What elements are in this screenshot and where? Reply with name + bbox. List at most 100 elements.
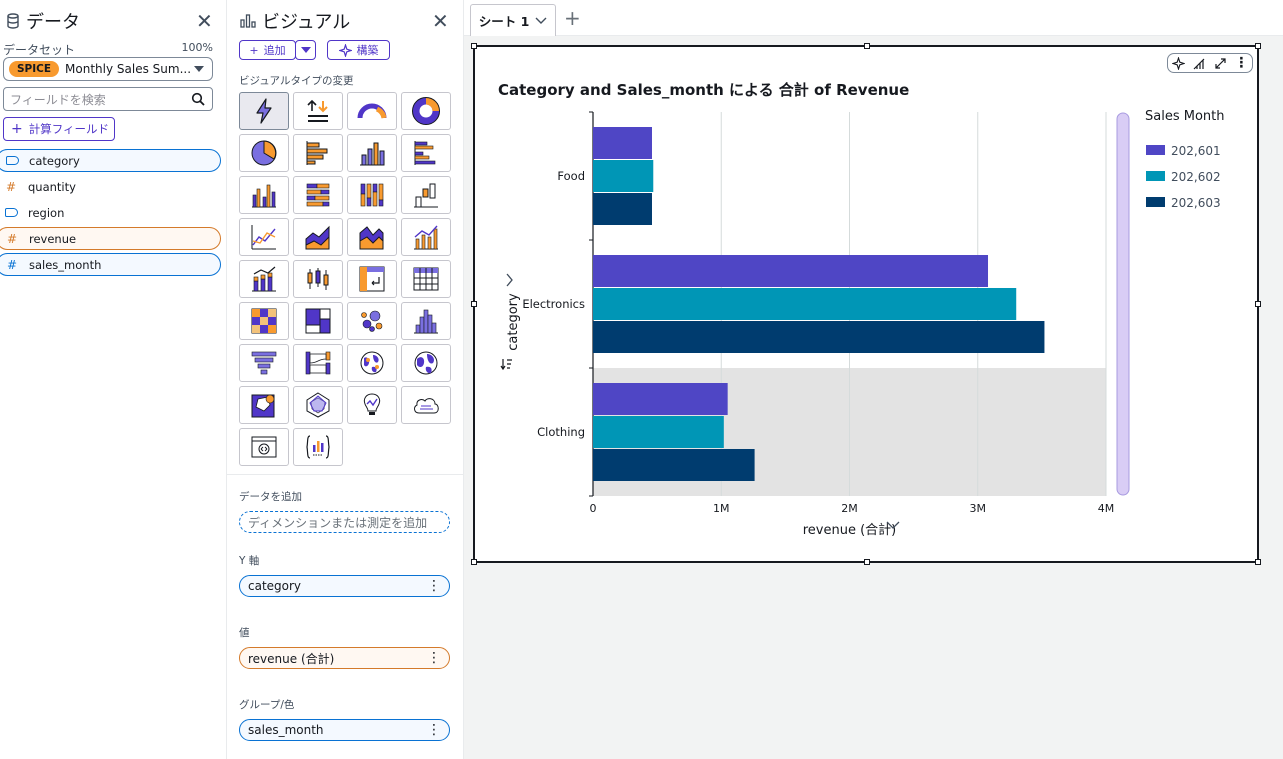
- group-color-field-well[interactable]: sales_month ⋮: [239, 719, 450, 741]
- pie-type-button[interactable]: [239, 134, 289, 172]
- combo-chart-icon: [414, 225, 438, 250]
- points-map-type-button[interactable]: [347, 344, 397, 382]
- gauge-type-button[interactable]: [347, 92, 397, 130]
- clustered-vertical-bar-type-button[interactable]: [239, 176, 289, 214]
- horizontal-bar-icon: [306, 141, 328, 165]
- insight-type-button[interactable]: [347, 386, 397, 424]
- field-item-revenue[interactable]: # revenue: [0, 227, 221, 250]
- autograph-type-button[interactable]: [239, 92, 289, 130]
- close-visual-panel-icon[interactable]: ✕: [432, 9, 449, 33]
- visual-panel: ビジュアル ✕ + 追加 構築 ビジュアルタイプの変更: [227, 0, 464, 759]
- add-data-dropzone[interactable]: ディメンションまたは測定を追加: [239, 511, 450, 533]
- stacked-horizontal-bar-type-button[interactable]: [293, 176, 343, 214]
- legend-swatch: [1146, 197, 1165, 207]
- funnel-icon: [251, 351, 277, 375]
- bar-food-2: [593, 193, 652, 225]
- field-item-sales-month[interactable]: # sales_month: [0, 253, 221, 276]
- clustered-horizontal-bar-type-button[interactable]: [401, 134, 451, 172]
- code-chart-icon: [306, 435, 330, 459]
- field-search-input[interactable]: フィールドを検索: [3, 87, 213, 111]
- more-options-icon[interactable]: ⋮: [427, 722, 441, 738]
- sheet-tab[interactable]: シート 1: [470, 4, 556, 36]
- chevron-down-icon[interactable]: [535, 17, 547, 25]
- resize-handle[interactable]: [471, 301, 477, 307]
- more-options-icon[interactable]: ⋮: [1234, 55, 1249, 71]
- table-type-button[interactable]: [401, 260, 451, 298]
- radar-icon: [306, 392, 330, 418]
- combo-bar-line-type-button[interactable]: [401, 218, 451, 256]
- clustered-bar-icon: [414, 141, 436, 165]
- visual-title: Category and Sales_month による 合計 of Reven…: [498, 81, 910, 99]
- sankey-type-button[interactable]: [293, 344, 343, 382]
- visual-container[interactable]: ⋮ Category and Sales_month による 合計 of Rev…: [471, 43, 1261, 565]
- dataset-label: データセット: [3, 43, 76, 57]
- filled-map-type-button[interactable]: [401, 344, 451, 382]
- add-visual-dropdown[interactable]: [295, 40, 316, 60]
- stacked-vertical-bar-type-button[interactable]: [347, 176, 397, 214]
- scatter-type-button[interactable]: [347, 302, 397, 340]
- highcharts-type-button[interactable]: [293, 428, 343, 466]
- vertical-bar-type-button[interactable]: [347, 134, 397, 172]
- value-field-well[interactable]: revenue (合計) ⋮: [239, 647, 450, 669]
- resize-handle[interactable]: [864, 43, 870, 49]
- y-axis-field-well[interactable]: category ⋮: [239, 575, 450, 597]
- add-sheet-icon[interactable]: +: [564, 6, 581, 30]
- scatter-icon: [361, 310, 383, 332]
- box-plot-type-button[interactable]: [293, 260, 343, 298]
- add-calculated-field-button[interactable]: + 計算フィールド: [3, 117, 115, 141]
- measure-icon: #: [6, 231, 18, 246]
- expand-icon[interactable]: [1214, 57, 1227, 70]
- y-axis-field-name: category: [248, 579, 302, 593]
- chart-insight-icon[interactable]: [1192, 57, 1206, 70]
- horizontal-bar-type-button[interactable]: [293, 134, 343, 172]
- field-item-region[interactable]: region: [0, 201, 221, 224]
- histogram-type-button[interactable]: [401, 302, 451, 340]
- word-cloud-type-button[interactable]: [401, 386, 451, 424]
- resize-handle[interactable]: [471, 43, 477, 49]
- build-button[interactable]: 構築: [327, 40, 390, 60]
- heat-map-icon: [251, 308, 277, 334]
- resize-handle[interactable]: [1255, 301, 1261, 307]
- sankey-icon: [305, 351, 331, 375]
- lightning-icon: [256, 98, 272, 124]
- resize-handle[interactable]: [864, 559, 870, 565]
- dataset-select[interactable]: SPICE Monthly Sales Sum...: [3, 57, 213, 81]
- search-icon: [191, 92, 205, 106]
- more-options-icon[interactable]: ⋮: [427, 650, 441, 666]
- funnel-type-button[interactable]: [239, 344, 289, 382]
- kpi-type-button[interactable]: [293, 92, 343, 130]
- word-cloud-icon: [414, 398, 439, 414]
- resize-handle[interactable]: [471, 559, 477, 565]
- add-visual-button[interactable]: + 追加: [239, 40, 296, 60]
- tree-map-type-button[interactable]: [293, 302, 343, 340]
- y-axis-title: category: [506, 293, 521, 351]
- radar-type-button[interactable]: [293, 386, 343, 424]
- custom-visual-type-button[interactable]: [239, 428, 289, 466]
- donut-type-button[interactable]: [401, 92, 451, 130]
- box-plot-icon: [307, 268, 329, 290]
- lightbulb-icon: [363, 393, 381, 415]
- pivot-table-type-button[interactable]: [347, 260, 397, 298]
- combo-stacked-type-button[interactable]: [239, 260, 289, 298]
- field-item-quantity[interactable]: # quantity: [0, 175, 221, 198]
- data-panel-title: データ: [26, 12, 80, 33]
- resize-handle[interactable]: [1255, 559, 1261, 565]
- data-panel-header: データ: [6, 8, 80, 34]
- line-type-button[interactable]: [239, 218, 289, 256]
- resize-handle[interactable]: [1255, 43, 1261, 49]
- heat-map-type-button[interactable]: [239, 302, 289, 340]
- field-item-category[interactable]: category: [0, 149, 221, 172]
- bar-electronics-0: [593, 255, 989, 287]
- close-data-panel-icon[interactable]: ✕: [196, 9, 213, 33]
- more-options-icon[interactable]: ⋮: [427, 578, 441, 594]
- visual-type-label: ビジュアルタイプの変更: [239, 75, 354, 87]
- gauge-icon: [357, 103, 387, 119]
- y-axis-chevron-icon: [506, 273, 513, 287]
- sparkle-icon[interactable]: [1171, 56, 1185, 70]
- stacked-area-type-button[interactable]: [347, 218, 397, 256]
- field-name: sales_month: [29, 257, 102, 272]
- spice-badge: SPICE: [9, 61, 60, 77]
- layer-map-type-button[interactable]: [239, 386, 289, 424]
- area-type-button[interactable]: [293, 218, 343, 256]
- waterfall-type-button[interactable]: [401, 176, 451, 214]
